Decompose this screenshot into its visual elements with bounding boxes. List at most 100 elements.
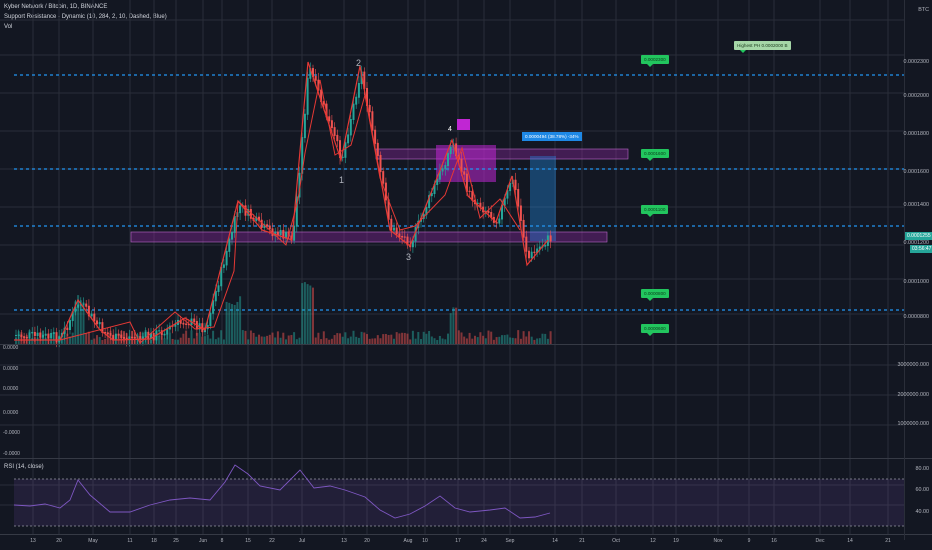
volume-bar [193, 338, 196, 344]
volume-bar [344, 332, 347, 344]
volume-bar [217, 337, 220, 344]
volume-label[interactable]: Vol [4, 24, 13, 30]
candle [50, 332, 53, 339]
candle [15, 334, 17, 336]
x-axis-label: 17 [455, 538, 461, 544]
candle [395, 227, 398, 235]
volume-bar [549, 331, 552, 344]
candle [290, 235, 293, 241]
countdown-label: 03:56:47 [910, 245, 932, 253]
x-axis-label: 15 [245, 538, 251, 544]
volume-bar [225, 301, 228, 344]
volume-bar [106, 332, 109, 344]
volume-bar [44, 337, 47, 344]
volume-bar [101, 339, 104, 344]
candle [206, 324, 209, 330]
volume-bar [268, 334, 271, 344]
x-axis-label: 22 [269, 538, 275, 544]
elliott-wave-legs [59, 79, 521, 344]
volume-bar [514, 338, 517, 344]
candle [85, 303, 88, 307]
volume-bar [441, 338, 444, 344]
candle [538, 246, 541, 250]
volume-bar [206, 334, 209, 344]
candle [141, 336, 144, 340]
volume-bar [295, 339, 298, 344]
volume-bar [387, 334, 390, 344]
candle [74, 306, 77, 313]
volume-axis-label: 1000000.000 [897, 421, 929, 427]
candle [98, 322, 101, 325]
pane-divider[interactable] [0, 458, 932, 459]
candle [279, 229, 282, 236]
volume-bar [525, 336, 528, 344]
sr-price-tag: 0.0002300 [641, 55, 669, 67]
candle [276, 231, 279, 236]
volume-bar [231, 304, 233, 344]
volume-axis-label: 3000000.000 [897, 362, 929, 368]
candle [476, 202, 479, 205]
volume-bar [171, 338, 174, 344]
candle [214, 290, 217, 302]
elliott-wave-zigzag [14, 61, 549, 341]
candle [266, 224, 269, 227]
volume-bar [436, 339, 439, 344]
candle [490, 211, 493, 218]
volume-bar [209, 338, 212, 344]
volume-bar [374, 338, 377, 344]
candle [255, 216, 258, 221]
candle [247, 209, 250, 216]
volume-bar [31, 338, 34, 344]
volume-bar [376, 335, 379, 344]
volume-bar [282, 332, 285, 344]
volume-bar [506, 334, 509, 344]
candle [87, 305, 90, 317]
candle [52, 332, 55, 334]
volume-bar [87, 331, 90, 344]
candle [506, 190, 509, 199]
volume-bar [201, 336, 204, 344]
candle [382, 171, 385, 184]
volume-bar [447, 333, 449, 344]
rsi-title[interactable]: RSI (14, close) [4, 464, 44, 470]
candle [406, 236, 409, 246]
rsi-axis-label: 40.00 [915, 509, 930, 515]
candle [82, 303, 85, 305]
candle [398, 233, 401, 238]
pane-divider[interactable] [0, 534, 932, 535]
left-scale-label: -0.0000 [3, 451, 20, 457]
volume-bar [433, 338, 436, 344]
volume-bar [15, 337, 17, 344]
candle [330, 120, 333, 129]
volume-bar [393, 338, 395, 344]
volume-bar [339, 333, 341, 344]
rsi-band [14, 479, 905, 526]
pane-divider[interactable] [0, 344, 932, 345]
candle [260, 219, 263, 229]
volume-bar [541, 333, 544, 344]
candle [258, 216, 260, 221]
volume-bar [420, 339, 422, 344]
volume-bar [395, 332, 398, 344]
candle [222, 264, 225, 268]
volume-bar [468, 332, 471, 344]
x-axis-label: 12 [650, 538, 656, 544]
x-axis-label: Dec [815, 538, 825, 544]
price-axis-label: 0.0001400 [903, 202, 929, 208]
candle [525, 236, 528, 252]
volume-bar [220, 330, 223, 344]
candle [533, 251, 536, 254]
candle [239, 205, 242, 214]
measure-label: 0.0000494 (38.78%) -34% [522, 132, 582, 141]
rsi-line [13, 464, 551, 519]
x-axis-label: 14 [552, 538, 558, 544]
volume-bar [528, 331, 530, 344]
volume-bar [160, 335, 163, 344]
candle [509, 182, 512, 192]
wave-label: 2 [356, 58, 362, 68]
volume-bar [347, 338, 350, 344]
volume-bar [77, 295, 80, 344]
indicator-label[interactable]: Support Resistance - Dynamic (10, 284, 2… [4, 14, 167, 20]
volume-bar [247, 339, 250, 344]
